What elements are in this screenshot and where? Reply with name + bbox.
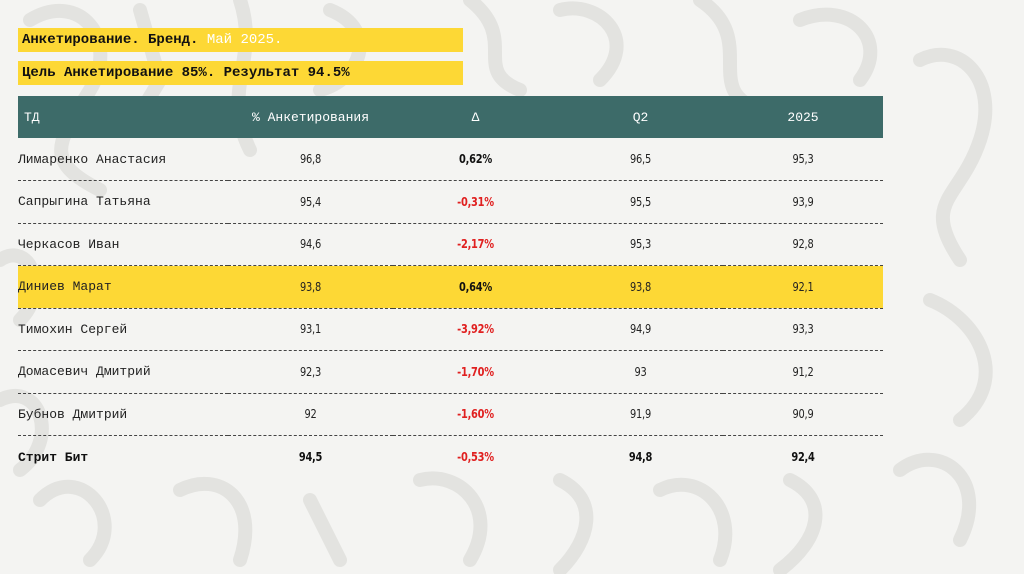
banner-goal-text: Цель Анкетирование 85%. Результат 94.5% <box>22 65 350 81</box>
row-q2: 95,5 <box>630 194 651 209</box>
row-name: Стрит Бит <box>18 449 89 465</box>
row-name: Диниев Марат <box>18 279 112 295</box>
row-pct: 93,8 <box>300 279 321 294</box>
table-row: Тимохин Сергей 93,1 -3,92% 94,9 93,3 <box>18 308 883 351</box>
table-row: Черкасов Иван 94,6 -2,17% 95,3 92,8 <box>18 223 883 266</box>
row-name: Домасевич Дмитрий <box>18 364 151 380</box>
row-2025: 93,3 <box>792 322 814 337</box>
row-name: Бубнов Дмитрий <box>18 406 128 422</box>
row-delta: 0,64% <box>459 279 492 294</box>
row-name: Тимохин Сергей <box>18 321 128 337</box>
row-pct: 96,8 <box>300 152 321 166</box>
table-row-total: Стрит Бит 94,5 -0,53% 94,8 92,4 <box>18 436 883 479</box>
row-pct: 92,3 <box>300 364 321 379</box>
row-2025: 93,9 <box>792 194 814 209</box>
row-2025: 92,8 <box>792 237 814 252</box>
row-q2: 94,8 <box>628 450 653 464</box>
row-delta: -0,53% <box>457 450 494 464</box>
row-delta: -1,70% <box>457 364 494 379</box>
row-delta: -0,31% <box>457 194 494 209</box>
header-pct: % Анкетирования <box>251 109 370 125</box>
row-name: Лимаренко Анастасия <box>18 151 167 167</box>
row-delta: -3,92% <box>457 322 494 337</box>
table-row: Бубнов Дмитрий 92 -1,60% 91,9 90,9 <box>18 393 883 436</box>
row-q2: 95,3 <box>630 237 651 252</box>
row-pct: 94,5 <box>298 450 323 464</box>
header-delta: Δ <box>471 109 480 125</box>
row-delta: 0,62% <box>459 152 492 166</box>
row-name: Сапрыгина Татьяна <box>18 194 151 210</box>
row-2025: 91,2 <box>792 364 814 379</box>
row-pct: 95,4 <box>300 194 321 209</box>
table-row: Домасевич Дмитрий 92,3 -1,70% 93 91,2 <box>18 351 883 393</box>
banner-goal: Цель Анкетирование 85%. Результат 94.5% <box>18 61 463 85</box>
row-q2: 91,9 <box>630 407 651 422</box>
row-q2: 96,5 <box>630 152 651 166</box>
row-2025: 95,3 <box>792 152 814 166</box>
header-2025: 2025 <box>787 109 819 125</box>
row-2025: 90,9 <box>792 407 814 422</box>
row-pct: 94,6 <box>300 237 321 252</box>
banner-title: Анкетирование. Бренд. Май 2025. <box>18 28 463 52</box>
header-td: ТД <box>24 109 40 125</box>
row-2025: 92,1 <box>792 279 814 294</box>
header-q2: Q2 <box>632 109 649 125</box>
row-2025: 92,4 <box>791 450 815 464</box>
row-pct: 93,1 <box>300 322 321 337</box>
banner-title-period: Май 2025. <box>206 32 283 48</box>
row-q2: 93,8 <box>630 279 651 294</box>
row-delta: -1,60% <box>457 407 494 422</box>
row-q2: 93 <box>634 364 647 379</box>
table-row: Сапрыгина Татьяна 95,4 -0,31% 95,5 93,9 <box>18 181 883 223</box>
table-header-row: ТД % Анкетирования Δ Q2 2025 <box>18 96 883 138</box>
banner-title-prefix: Анкетирование. Бренд. <box>22 32 199 48</box>
row-q2: 94,9 <box>630 322 651 337</box>
results-table: ТД % Анкетирования Δ Q2 2025 Лимаренко А… <box>18 96 883 478</box>
table-row-highlighted: Диниев Марат 93,8 0,64% 93,8 92,1 <box>18 265 883 308</box>
row-pct: 92 <box>304 407 317 422</box>
row-name: Черкасов Иван <box>18 236 120 252</box>
row-delta: -2,17% <box>457 237 494 252</box>
table-row: Лимаренко Анастасия 96,8 0,62% 96,5 95,3 <box>18 138 883 181</box>
